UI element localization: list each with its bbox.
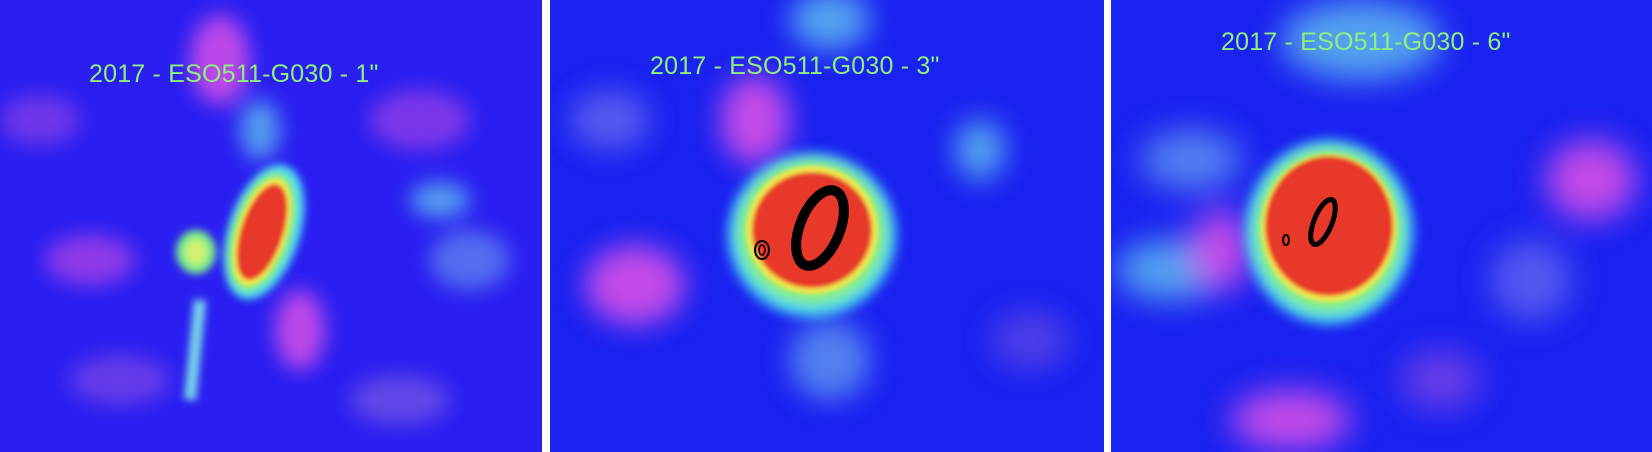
radio-map-panel-1: 2017 - ESO511-G030 - 1" — [0, 0, 542, 452]
radio-map-3-image — [1111, 0, 1652, 452]
contour-main — [1308, 196, 1338, 248]
radio-map-panel-2: 2017 - ESO511-G030 - 3" — [550, 0, 1104, 452]
radio-map-1-image — [0, 0, 542, 452]
contour-main — [791, 185, 849, 271]
radio-map-2-image — [550, 0, 1104, 452]
panel-1-label: 2017 - ESO511-G030 - 1" — [89, 60, 379, 88]
panel-3-label: 2017 - ESO511-G030 - 6" — [1221, 28, 1511, 56]
panel-2-label: 2017 - ESO511-G030 - 3" — [650, 52, 940, 80]
radio-map-panel-3: 2017 - ESO511-G030 - 6" — [1111, 0, 1652, 452]
